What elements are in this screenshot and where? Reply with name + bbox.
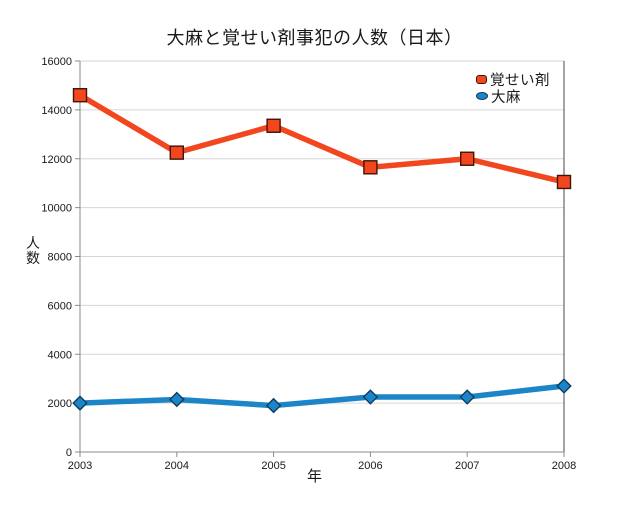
y-tick-label: 4000 xyxy=(48,349,72,361)
y-tick-label: 10000 xyxy=(41,203,72,215)
diamond-marker xyxy=(459,389,475,405)
square-marker xyxy=(266,118,281,133)
diamond-marker xyxy=(362,389,379,405)
chart-title: 大麻と覚せい剤事犯の人数（日本） xyxy=(166,28,463,48)
diamond-marker xyxy=(556,378,572,394)
series-stimulant xyxy=(72,88,572,190)
y-tick-label: 8000 xyxy=(48,252,72,264)
y-tick-label: 2000 xyxy=(48,398,72,410)
legend: 覚せい剤 大麻 xyxy=(476,71,550,106)
y-tick-label: 16000 xyxy=(41,56,72,68)
cannabis-series-marker-icon xyxy=(476,92,488,100)
x-tick-labels: 2003 2004 2005 2006 2007 2008 xyxy=(68,460,576,472)
y-tick-label: 12000 xyxy=(41,154,72,166)
x-tick-label: 2007 xyxy=(455,460,479,472)
x-tick-label: 2008 xyxy=(552,460,576,472)
y-tick-label: 0 xyxy=(66,447,72,459)
axis-ticks xyxy=(75,60,565,457)
x-tick-label: 2005 xyxy=(261,460,285,472)
square-marker xyxy=(169,145,185,160)
stimulant-series-marker-icon xyxy=(476,74,487,84)
series-line xyxy=(78,92,565,185)
series-cannabis xyxy=(72,378,572,414)
series-line xyxy=(79,383,565,409)
x-tick-label: 2006 xyxy=(358,460,382,472)
x-tick-label: 2003 xyxy=(68,460,92,472)
square-marker xyxy=(363,160,378,175)
square-marker xyxy=(72,88,88,103)
legend-item-stimulant: 覚せい剤 xyxy=(476,71,550,89)
y-tick-label: 6000 xyxy=(48,300,72,312)
square-marker xyxy=(556,174,572,190)
y-tick-labels: 0 2000 4000 6000 8000 10000 12000 14000 16000 xyxy=(41,56,72,459)
y-axis-title: 人数 xyxy=(26,235,40,266)
x-tick-label: 2004 xyxy=(165,460,189,472)
legend-label-cannabis: 大麻 xyxy=(491,89,521,106)
diamond-marker xyxy=(72,395,88,411)
square-marker xyxy=(460,151,475,166)
x-axis-title: 年 xyxy=(306,468,322,485)
diamond-marker xyxy=(169,391,185,408)
diamond-marker xyxy=(265,397,282,414)
y-tick-label: 14000 xyxy=(41,105,72,117)
legend-label-stimulant: 覚せい剤 xyxy=(490,72,550,89)
y-gridlines xyxy=(80,60,564,404)
legend-item-cannabis: 大麻 xyxy=(476,88,550,106)
